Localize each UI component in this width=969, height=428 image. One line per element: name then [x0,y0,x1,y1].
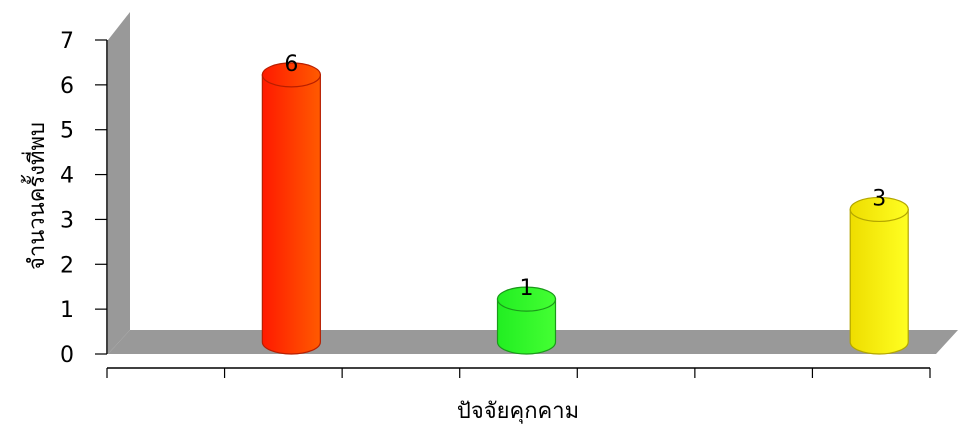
bar [849,196,909,355]
y-tick-label: 2 [60,253,74,278]
bar [496,286,557,355]
y-tick-label: 6 [60,74,74,99]
data-label: 6 [284,52,298,77]
bar-body [261,74,321,355]
x-ticks [106,368,931,378]
y-tick-label: 3 [60,208,74,233]
bar-body [496,298,557,355]
y-tick-label: 1 [60,298,74,323]
x-axis-title: ปัจจัยคุกคาม [457,399,579,424]
y-axis-title: จำนวนครั้งที่พบ [21,122,50,270]
y-tick-label: 7 [60,29,74,54]
y-tick-label: 0 [60,343,74,368]
data-label: 1 [520,276,534,301]
bar-top [496,286,557,312]
chart-wall [108,12,130,354]
data-labels: 6 1 3 [284,52,886,301]
bars [261,62,909,355]
data-label: 3 [872,186,886,211]
bar-top [849,196,909,223]
bar [261,62,321,355]
bar-top [261,62,321,88]
y-tick-label: 5 [60,119,74,144]
y-tick-label: 4 [60,164,74,189]
bar-body [849,208,909,355]
y-ticks: 0 1 2 3 4 5 6 7 [60,29,107,368]
